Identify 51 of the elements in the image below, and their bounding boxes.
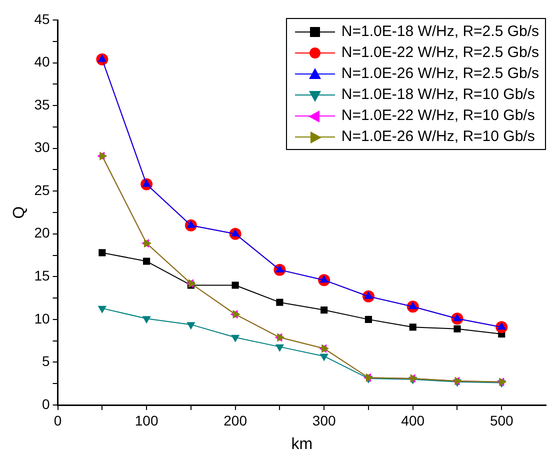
point: [143, 258, 150, 265]
y-tick-label: 0: [42, 396, 50, 412]
point: [188, 279, 196, 288]
x-tick-label: 300: [312, 412, 336, 428]
point: [275, 344, 284, 352]
y-tick-label: 35: [34, 96, 50, 112]
legend-label: N=1.0E-18 W/Hz, R=10 Gb/s: [341, 86, 535, 103]
x-tick-label: 100: [134, 412, 158, 428]
y-tick-label: 30: [34, 139, 50, 156]
point: [364, 316, 372, 323]
y-tick-label: 40: [34, 54, 50, 70]
point: [276, 298, 284, 306]
point: [322, 344, 330, 353]
y-axis-title: Q: [11, 206, 28, 219]
point: [230, 334, 240, 342]
point: [142, 316, 151, 324]
y-tick-label: 20: [34, 224, 50, 241]
x-axis-title: km: [291, 436, 313, 453]
x-tick-label: 0: [54, 412, 62, 428]
point: [98, 306, 106, 314]
point: [454, 325, 461, 332]
y-tick-label: 15: [34, 268, 50, 284]
legend-label: N=1.0E-26 W/Hz, R=10 Gb/s: [341, 128, 535, 145]
point: [144, 238, 152, 248]
x-tick-label: 200: [224, 412, 248, 428]
legend-label: N=1.0E-22 W/Hz, R=2.5 Gb/s: [341, 44, 539, 61]
point: [100, 152, 108, 160]
y-tick-label: 45: [34, 10, 50, 27]
y-tick-label: 10: [34, 310, 50, 326]
point: [230, 228, 240, 236]
x-tick-label: 400: [401, 412, 425, 428]
y-tick-label: 25: [34, 182, 50, 198]
legend-label: N=1.0E-26 W/Hz, R=2.5 Gb/s: [341, 65, 539, 82]
x-tick-label: 500: [490, 412, 514, 428]
point: [186, 322, 196, 330]
legend-label: N=1.0E-22 W/Hz, R=10 Gb/s: [341, 107, 535, 124]
point: [232, 282, 239, 289]
point: [232, 310, 240, 319]
point: [409, 324, 416, 331]
point: [277, 333, 285, 342]
point: [366, 373, 374, 382]
point: [320, 306, 328, 314]
point: [499, 378, 507, 386]
point: [452, 314, 462, 322]
point: [410, 374, 418, 383]
y-tick-label: 5: [42, 353, 50, 370]
point: [320, 354, 328, 362]
point: [98, 249, 106, 256]
point: [275, 264, 284, 272]
legend-label: N=1.0E-18 W/Hz, R=2.5 Gb/s: [341, 23, 539, 40]
point: [454, 376, 462, 386]
